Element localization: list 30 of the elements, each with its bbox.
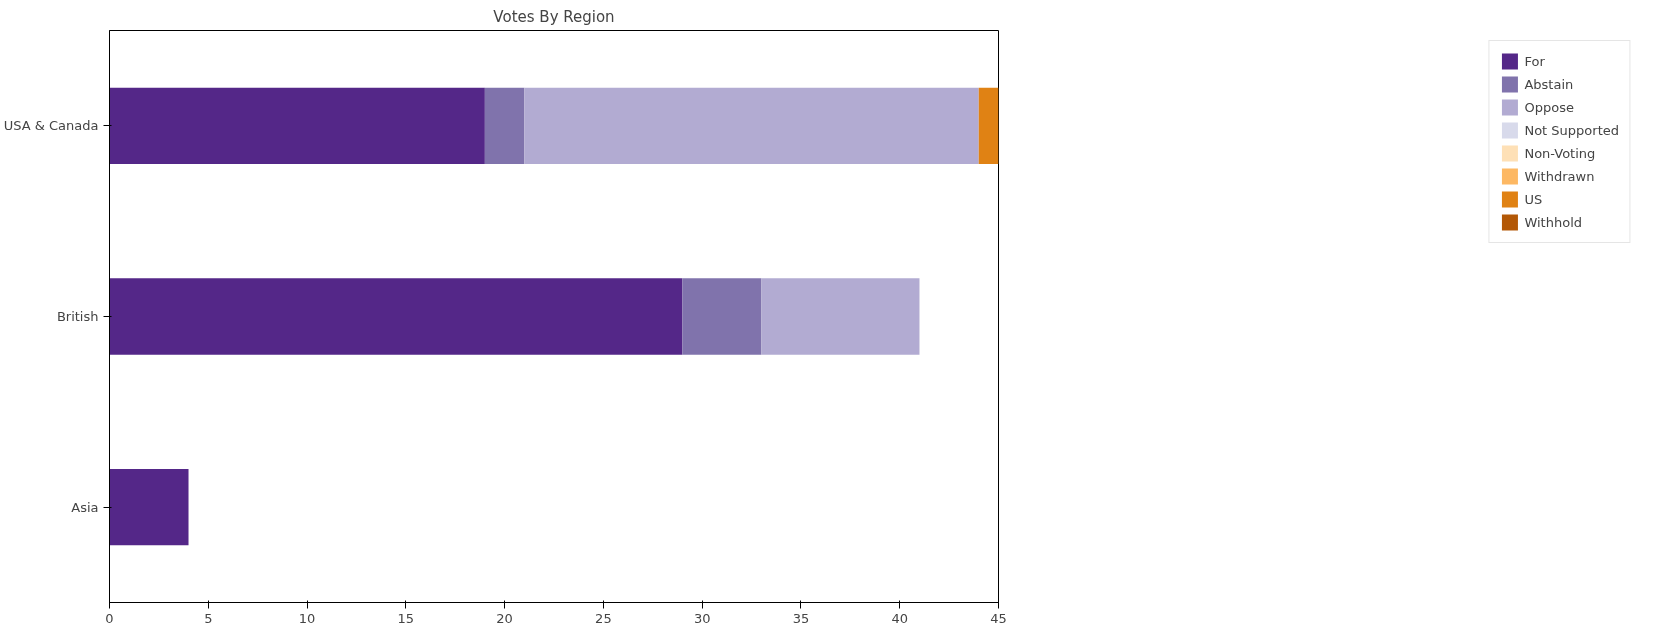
- x-tick-label: 10: [298, 610, 316, 626]
- bar: [682, 278, 762, 355]
- x-tick-label: 20: [496, 610, 513, 626]
- x-tick-label: 30: [693, 610, 711, 626]
- bar: [109, 278, 683, 355]
- bar: [109, 469, 189, 546]
- legend-label: Non-Voting: [1524, 145, 1596, 161]
- x-tick-label: 45: [990, 610, 1007, 626]
- chart-title: Votes By Region: [493, 7, 615, 26]
- y-tick-label: British: [56, 309, 99, 324]
- x-tick-label: 25: [595, 610, 612, 626]
- x-tick-label: 15: [397, 610, 415, 626]
- bar: [524, 87, 979, 164]
- x-tick-label: 0: [105, 610, 114, 626]
- x-tick-label: 5: [204, 610, 213, 626]
- x-tick-label: 35: [792, 610, 810, 626]
- bar: [978, 87, 999, 164]
- legend-label: Not Supported: [1524, 122, 1619, 138]
- y-tick-label: USA & Canada: [3, 118, 99, 134]
- x-tick-label: 40: [891, 610, 908, 626]
- legend-label: Withdrawn: [1524, 168, 1595, 184]
- legend-label: US: [1524, 191, 1544, 207]
- legend-label: For: [1524, 53, 1545, 69]
- legend-label: Withhold: [1524, 214, 1583, 230]
- bar: [761, 278, 920, 355]
- y-tick-label: Asia: [71, 499, 99, 515]
- bar: [109, 87, 485, 164]
- legend-label: Abstain: [1524, 76, 1574, 92]
- legend-label: Oppose: [1524, 99, 1574, 115]
- bar: [484, 87, 525, 164]
